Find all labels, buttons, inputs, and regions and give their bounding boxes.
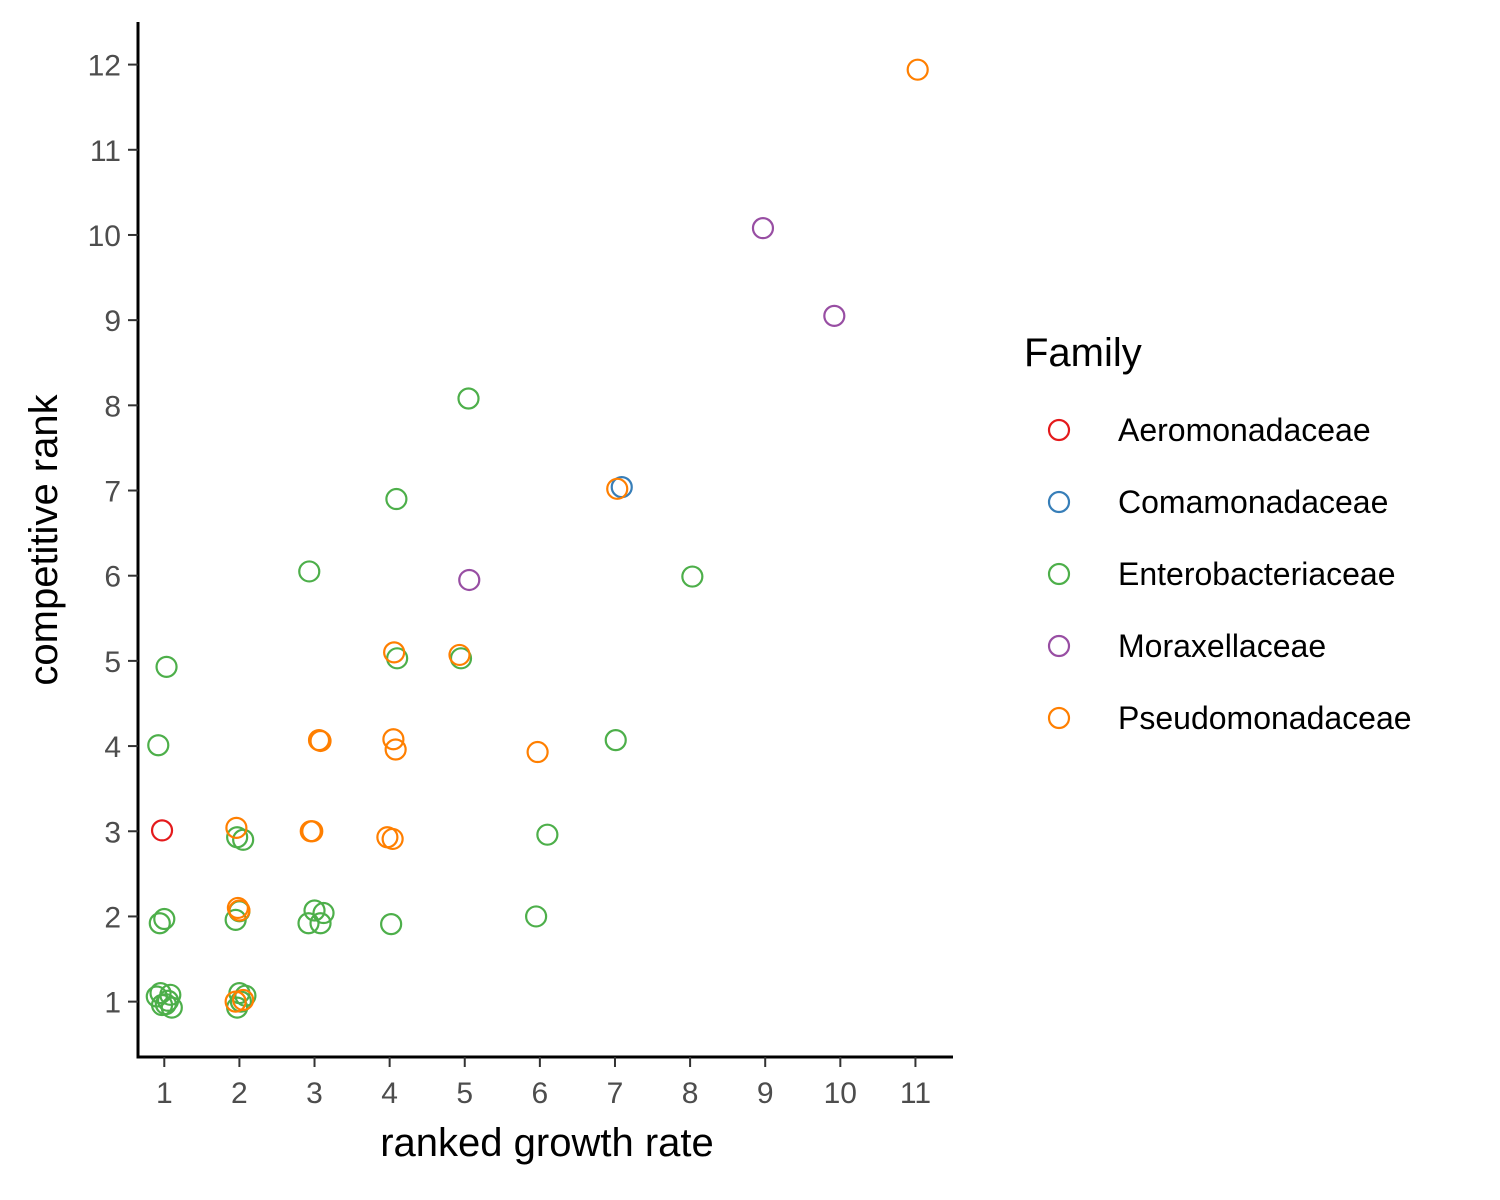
x-tick-label: 1 [156,1077,173,1110]
x-axis-ticks: 1 2 3 4 5 6 7 8 9 10 11 [156,1057,931,1110]
data-point [383,641,406,664]
y-tick-label: 10 [88,220,121,253]
legend-title: Family [1024,331,1142,375]
data-point [385,487,408,511]
series-aeromonadaceae [150,819,174,842]
plot-area [145,58,929,1019]
data-point [228,899,251,922]
data-point [298,560,321,583]
data-point [155,655,178,678]
data-point [381,827,404,851]
data-point [606,477,629,500]
series-pseudomonadaceae [224,58,929,1013]
data-point [384,738,407,761]
data-point [457,387,480,410]
data-point [226,896,250,920]
data-point [148,912,171,935]
x-tick-label: 2 [231,1077,248,1110]
legend-key [1047,418,1071,442]
data-point [301,820,324,843]
data-point [526,740,549,764]
legend-key [1047,562,1071,586]
legend-label: Pseudomonadaceae [1118,700,1412,736]
series-enterobacteriaceae [145,387,704,1019]
data-point [229,990,253,1013]
series-moraxellaceae [458,217,846,592]
x-tick-label: 5 [456,1077,473,1110]
data-point [153,907,176,931]
data-point [751,217,775,240]
legend-key [1047,634,1071,658]
y-tick-label: 5 [104,646,121,679]
data-point [309,912,332,935]
y-tick-label: 7 [104,476,121,509]
data-point [307,729,331,752]
x-tick-label: 4 [381,1077,398,1110]
y-tick-label: 6 [104,561,121,594]
data-point [149,982,172,1005]
legend-label: Enterobacteriaceae [1118,556,1396,592]
data-point [458,568,481,592]
data-point [536,823,559,846]
data-point [448,643,471,667]
data-point [224,990,247,1013]
x-tick-label: 8 [682,1077,699,1110]
data-point [303,899,326,922]
y-tick-label: 12 [88,50,121,83]
data-point [604,729,627,752]
data-point [225,816,248,839]
x-tick-label: 9 [757,1077,774,1110]
y-tick-label: 4 [104,731,121,764]
legend-key [1047,706,1071,730]
y-tick-label: 9 [104,305,121,338]
legend-items: Aeromonadaceae Comamonadaceae Enterobacter… [1047,412,1412,736]
legend: Family Aeromonadaceae Comamonadaceae Enter… [1024,331,1412,736]
data-point [312,901,335,925]
data-point [906,58,929,81]
x-tick-label: 7 [607,1077,624,1110]
y-axis-title: competitive rank [22,393,66,685]
y-tick-label: 11 [90,135,121,168]
data-point [160,996,183,1019]
data-point [147,734,170,757]
legend-key [1047,490,1071,514]
data-point [232,988,255,1012]
legend-label: Aeromonadaceae [1118,412,1371,448]
y-tick-label: 3 [104,816,121,849]
data-point [681,565,704,588]
x-tick-label: 6 [532,1077,549,1110]
y-tick-label: 8 [104,390,121,423]
x-axis-title: ranked growth rate [380,1121,714,1165]
data-point [525,905,548,928]
data-point [297,912,320,935]
x-tick-label: 3 [306,1077,323,1110]
y-tick-label: 1 [104,987,121,1020]
data-point [823,304,846,327]
data-point [382,728,405,751]
legend-label: Moraxellaceae [1118,628,1326,664]
x-tick-label: 11 [900,1077,931,1110]
x-tick-label: 10 [824,1077,857,1110]
y-tick-label: 2 [104,901,121,934]
data-point [150,819,174,842]
data-point [380,913,403,936]
legend-label: Comamonadaceae [1118,484,1388,520]
data-point [232,828,255,851]
